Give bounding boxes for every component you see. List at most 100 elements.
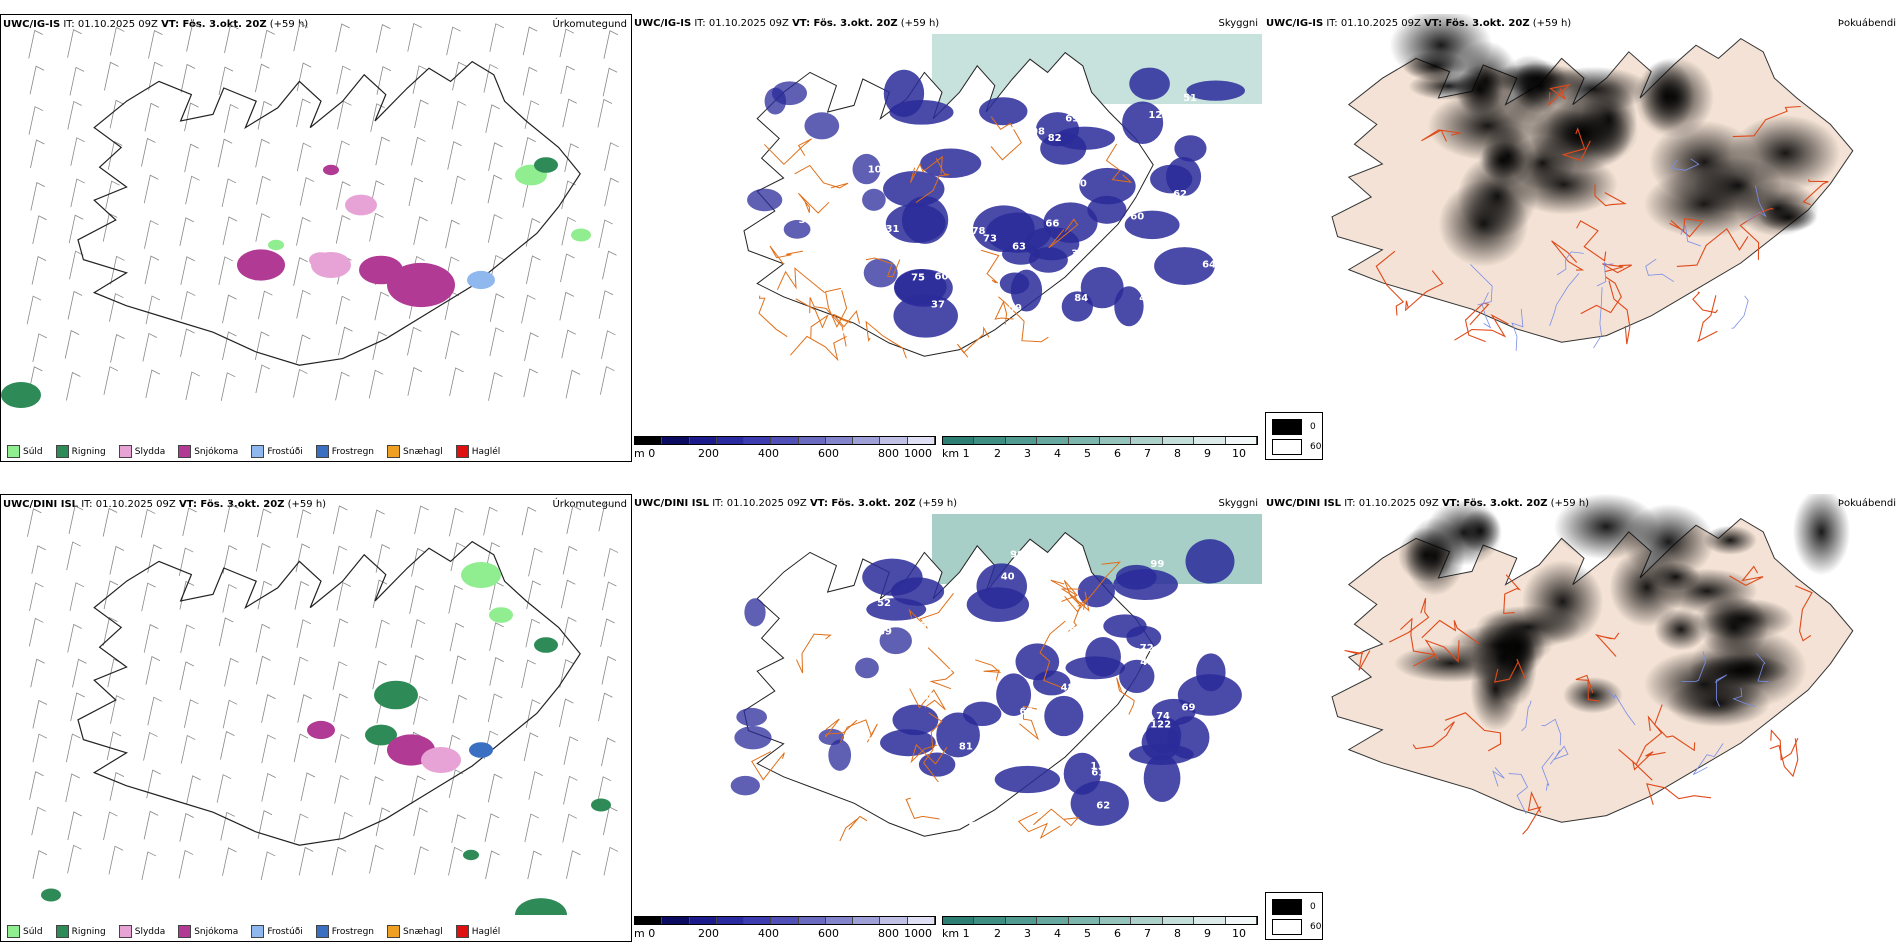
precip-area [309,252,333,268]
cloud-map: 153 65 62 52 47 48 62 34 55 44 64 32 72 49 58 56 72 39 56 5… [730,514,1262,852]
cloud-base-label: 61 [1091,768,1105,779]
cloud-area [1103,614,1147,638]
visibility-colorbar: km 1 2 3 4 5 6 7 8 9 10 [942,916,1258,942]
cloud-base-label: 75 [911,272,925,283]
cloud-area [764,87,787,115]
cloud-area [1150,164,1193,194]
precip-area [571,228,591,242]
cloud-base-label: 82 [1048,133,1062,144]
cloud-base-label: 22 [863,122,877,133]
fog-map [1331,14,1854,351]
cloud-area [747,188,783,212]
cloud-base-label: 43 [1021,195,1035,206]
panel-title: UWC/DINI ISL IT: 01.10.2025 09Z VT: Fös.… [3,499,327,510]
cloud-area [889,99,954,125]
cloud-base-label: 56 [1033,752,1047,763]
precip-map [1,22,619,408]
cloud-area [1129,67,1170,100]
visibility-colorbar: km 1 2 3 4 5 6 7 8 9 10 [942,436,1258,462]
precip-area [1,382,41,408]
cloud-base-label: 80 [849,134,863,145]
cloud-area [1177,674,1242,716]
cloud-base-label: 33 [799,215,813,226]
cloud-base-label: 65 [803,803,817,814]
cloud-area [1186,80,1245,101]
cloud-base-label: 50 [948,663,962,674]
cloud-base-label: 40 [1001,571,1015,582]
fog-shade [1792,494,1851,576]
fog-shade [1644,650,1764,718]
cloud-base-label: 92 [961,139,975,150]
cloud-area [1035,112,1080,147]
fog-shade [1656,568,1758,614]
fog-shade [1562,676,1623,714]
fog-shade [1639,59,1694,133]
height-colorbar: m 0 200 400 600 800 1000 [634,436,936,462]
cloud-area [818,728,845,746]
cloud-base-label: 132 [814,214,835,225]
cloud-area [828,739,852,771]
cloud-base-label: 62 [1020,707,1034,718]
fog-shade [1509,135,1576,191]
cloud-area [863,258,898,288]
cloud-area [1119,659,1155,694]
cloud-base-label: 58 [1204,611,1218,622]
cloud-base-label: 38 [922,363,936,374]
cloud-base-label: 53 [961,767,975,778]
cloud-area [1079,167,1136,205]
precip-legend: Súld Rigning Slydda Snjókoma Frostúði Fr… [7,445,509,458]
cloud-area [1143,754,1181,802]
panel-title: UWC/IG-IS IT: 01.10.2025 09Z VT: Fös. 3.… [634,18,940,29]
cloud-area [1044,695,1084,737]
cloud-base-label: 81 [988,814,1002,825]
field-name: Úrkomutegund [552,499,627,510]
cloud-base-label: 65 [1118,702,1132,713]
cloud-area [1010,269,1043,312]
cloud-base-label: 48 [1061,682,1075,693]
cloud-base-label: 46 [1139,293,1153,304]
cloud-base-label: 81 [959,742,973,753]
cloud-base-label: 167 [1211,783,1232,794]
cloud-base-label: 69 [1182,703,1196,714]
cloud-base-label: 32 [941,237,955,248]
cloud-base-label: 60 [1126,161,1140,172]
fog-shade [1459,508,1501,553]
cloud-base-label: 52 [1199,241,1213,252]
cloud-area [855,657,879,679]
cloud-base-label: 44 [1000,189,1014,200]
cloud-base-label: 56 [922,692,936,703]
cloud-area [783,220,811,239]
cloud-base-label: 56 [964,795,978,806]
cloud-base-label: 40 [1012,122,1026,133]
cloud-area [1124,210,1180,240]
precip-area [307,720,335,740]
cloud-base-label: 56 [1152,244,1166,255]
precip-area [237,249,285,281]
cloud-area [976,563,1028,609]
fog-legend-row1: 0 60 [1265,412,1323,460]
cloud-area [1063,752,1101,795]
fog-shade [1758,203,1818,232]
fog-panel-row1: UWC/IG-IS IT: 01.10.2025 09Z VT: Fös. 3.… [1264,14,1900,462]
field-name: Þokuábendi [1837,498,1896,509]
cloud-base-label: 10 [980,728,994,739]
cloud-base-label: 56 [1062,625,1076,636]
cloud-base-label: 71 [985,678,999,689]
cloud-base-label: 155 [1165,338,1186,349]
cloud-base-label: 105 [1084,359,1105,370]
precip-type-panel-row1: UWC/IG-IS IT: 01.10.2025 09Z VT: Fös. 3.… [0,14,632,462]
precip-area [467,270,495,290]
cloud-area [1154,247,1215,285]
cloud-base-label: 64 [1202,259,1216,270]
fog-shade [1475,605,1582,649]
fog-shade [1455,65,1504,114]
cloud-base-label: 37 [931,300,945,311]
cloud-base-label: 153 [968,645,989,656]
cloud-area [985,212,1052,253]
cloud-base-label: 72 [850,616,864,627]
cloud-area [979,97,1028,126]
cloud-base-label: 68 [849,218,863,229]
cloud-area [892,704,939,736]
cloud-vis-panel-row2: UWC/DINI ISL IT: 01.10.2025 09Z VT: Fös.… [632,494,1264,942]
cloud-base-label: 72 [1140,643,1154,654]
